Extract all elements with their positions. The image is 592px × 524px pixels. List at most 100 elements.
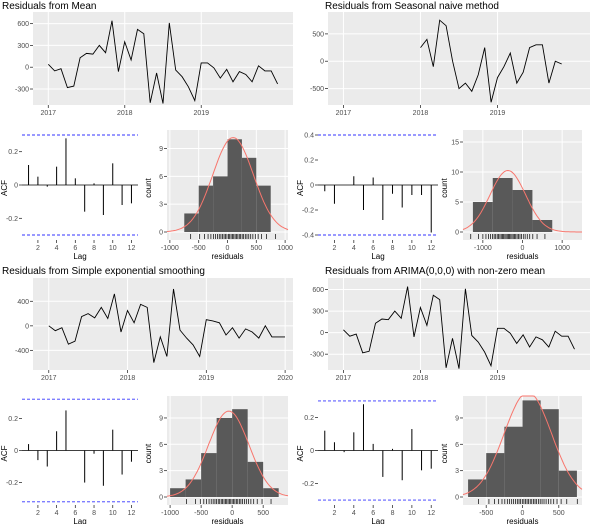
- timeseries-plot: -500 0 500 2017 2018 2019: [310, 12, 590, 117]
- plot-background: [328, 12, 590, 105]
- x-tick-label: 2: [36, 245, 40, 252]
- histogram-bar: [201, 453, 217, 497]
- x-tick-label: 6: [73, 510, 77, 517]
- y-axis-title: ACF: [296, 445, 305, 461]
- y-tick-label: 0: [159, 230, 163, 237]
- x-axis-title: residuals: [506, 252, 538, 261]
- histogram-bar: [522, 400, 541, 497]
- x-tick-label: 6: [73, 245, 77, 252]
- x-tick-label: 2017: [336, 110, 352, 117]
- x-tick-label: -500: [479, 510, 493, 517]
- x-tick-label: 8: [92, 245, 96, 252]
- histogram-bar: [504, 426, 523, 497]
- x-tick-label: 10: [408, 510, 416, 517]
- y-tick-label: 300: [312, 309, 324, 316]
- normal-density-curve: [462, 169, 582, 233]
- x-tick-label: 12: [427, 510, 435, 517]
- x-axis-title: Lag: [371, 517, 384, 524]
- panel-title: Residuals from Mean: [2, 1, 96, 12]
- x-tick-label: 2018: [117, 110, 133, 117]
- residual-panel-group: Residuals from Simple exponential smooth…: [0, 266, 293, 524]
- histogram-bar: [512, 190, 533, 232]
- x-tick-label: 12: [128, 245, 136, 252]
- y-tick-label: 0.2: [304, 158, 314, 165]
- y-tick-label: -300: [15, 87, 29, 94]
- histogram-bar: [247, 461, 264, 497]
- histogram-bar: [216, 417, 233, 497]
- y-tick-label: 0: [14, 448, 18, 455]
- y-tick-label: 500: [312, 31, 324, 38]
- x-tick-label: 10: [408, 245, 416, 252]
- y-tick-label: 3: [159, 202, 163, 209]
- y-tick-label: -0.2: [302, 208, 314, 215]
- histogram-bar: [492, 178, 513, 232]
- y-tick-label: 9: [159, 415, 163, 422]
- y-tick-label: 3: [455, 468, 459, 475]
- y-tick-label: 0.2: [8, 149, 18, 156]
- residual-series-line: [47, 20, 279, 104]
- y-tick-label: -0.2: [302, 481, 314, 488]
- x-axis-title: Lag: [73, 252, 86, 261]
- y-axis-title: count: [144, 177, 153, 197]
- histogram-bar: [227, 139, 242, 232]
- x-tick-label: 2018: [413, 110, 429, 117]
- x-tick-label: 12: [128, 510, 136, 517]
- x-tick-label: 0: [226, 245, 230, 252]
- acf-plot: -0.4 -0.2 0 0.2 0.4 2 4 6 8 10 12 Lag ACF: [296, 130, 438, 261]
- histogram-bar: [184, 213, 199, 232]
- normal-density-curve: [462, 395, 583, 495]
- x-tick-label: 12: [427, 245, 435, 252]
- histogram-bar: [540, 409, 559, 497]
- x-tick-label: 0: [521, 245, 525, 252]
- y-tick-label: 3: [159, 468, 163, 475]
- timeseries-plot: -400 0 400 2017 2018 2019 2020: [15, 278, 293, 382]
- x-tick-label: 6: [371, 510, 375, 517]
- y-tick-label: 9: [455, 415, 459, 422]
- y-axis-title: ACF: [296, 180, 305, 196]
- x-tick-label: 2017: [41, 375, 57, 382]
- histogram-bar: [532, 220, 553, 232]
- y-tick-label: 6: [159, 442, 163, 449]
- x-tick-label: 500: [250, 245, 262, 252]
- x-tick-label: 8: [92, 510, 96, 517]
- x-tick-label: -500: [194, 510, 208, 517]
- x-tick-label: 10: [109, 245, 117, 252]
- histogram-plot: 0 3 6 9 -1000 -500 0 500 residuals count: [144, 396, 289, 524]
- x-tick-label: 500: [257, 510, 269, 517]
- x-tick-label: 2: [332, 510, 336, 517]
- x-tick-label: 8: [391, 245, 395, 252]
- histogram-bar: [486, 453, 505, 497]
- x-tick-label: 2020: [277, 375, 293, 382]
- y-tick-label: -400: [15, 348, 29, 355]
- x-tick-label: 2019: [193, 110, 209, 117]
- x-axis-title: Lag: [371, 252, 384, 261]
- y-tick-label: 0: [320, 59, 324, 66]
- normal-density-curve: [166, 410, 289, 497]
- histogram-bar: [170, 488, 186, 497]
- y-tick-label: 400: [17, 299, 29, 306]
- y-tick-label: 0: [25, 65, 29, 72]
- timeseries-plot: -300 0 300 600 2017 2018 2019: [15, 12, 293, 117]
- acf-plot: -0.2 0 0.2 2 4 6 8 10 12 Lag ACF: [0, 130, 138, 261]
- x-tick-label: 2019: [490, 375, 506, 382]
- x-tick-label: 4: [352, 510, 356, 517]
- y-tick-label: 6: [455, 442, 459, 449]
- y-tick-label: 10: [451, 170, 459, 177]
- y-tick-label: 9: [159, 146, 163, 153]
- x-axis-title: residuals: [211, 252, 243, 261]
- acf-plot: -0.2 0 0.2 2 4 6 8 10 12 Lag ACF: [0, 396, 138, 524]
- x-tick-label: -1000: [161, 245, 179, 252]
- x-axis-title: residuals: [506, 517, 538, 524]
- y-axis-title: ACF: [0, 445, 9, 461]
- y-tick-label: 0: [310, 183, 314, 190]
- histogram-bar: [241, 157, 257, 232]
- x-tick-label: -1000: [161, 510, 179, 517]
- x-tick-label: 1000: [554, 245, 570, 252]
- panel-title: Residuals from Seasonal naive method: [325, 1, 499, 12]
- histogram-plot: 0 5 10 15 -1000 0 1000 residuals count: [440, 130, 582, 261]
- x-axis-title: Lag: [73, 517, 86, 524]
- x-tick-label: 4: [55, 245, 59, 252]
- x-tick-label: -500: [192, 245, 206, 252]
